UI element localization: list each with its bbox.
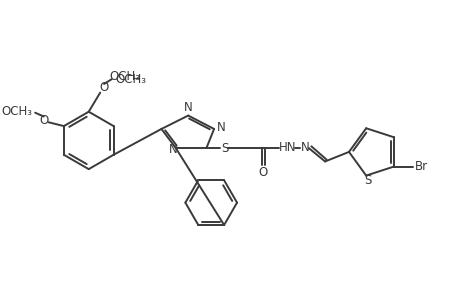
- Text: N: N: [300, 141, 309, 154]
- Text: O: O: [99, 81, 108, 94]
- Text: OCH₃: OCH₃: [109, 70, 140, 83]
- Text: OCH₃: OCH₃: [115, 73, 146, 86]
- Text: O: O: [39, 114, 48, 127]
- Text: N: N: [168, 142, 177, 155]
- Text: Br: Br: [414, 160, 427, 173]
- Text: N: N: [216, 122, 224, 134]
- Text: S: S: [220, 142, 228, 154]
- Text: O: O: [258, 166, 268, 178]
- Text: S: S: [364, 174, 371, 187]
- Text: OCH₃: OCH₃: [1, 105, 32, 118]
- Text: HN: HN: [279, 141, 296, 154]
- Text: N: N: [184, 101, 192, 114]
